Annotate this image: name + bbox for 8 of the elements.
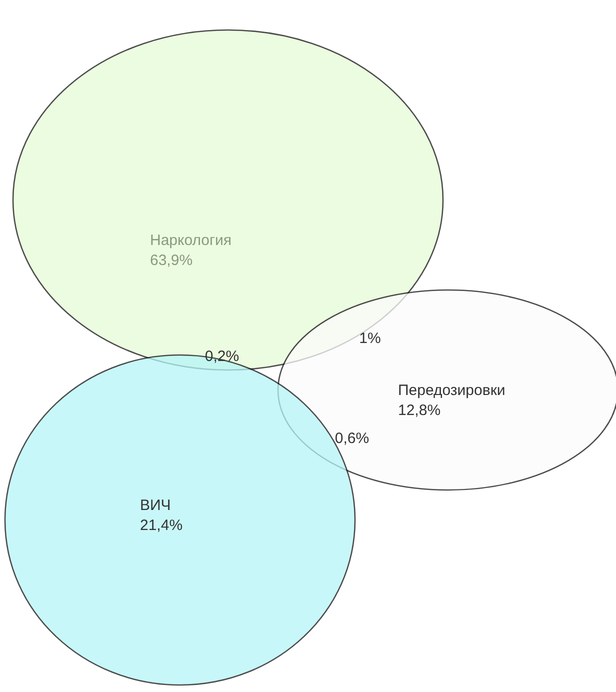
data-label: 63,9% [150,252,193,269]
text: 1% [359,330,381,347]
text: 0,6% [334,430,370,447]
data-label: 12,8% [398,402,441,419]
category-label: Передозировки [398,382,506,399]
data-label: 21,4% [140,517,183,534]
category-label: Наркология [150,232,232,249]
category-label: ВИЧ [140,497,171,514]
